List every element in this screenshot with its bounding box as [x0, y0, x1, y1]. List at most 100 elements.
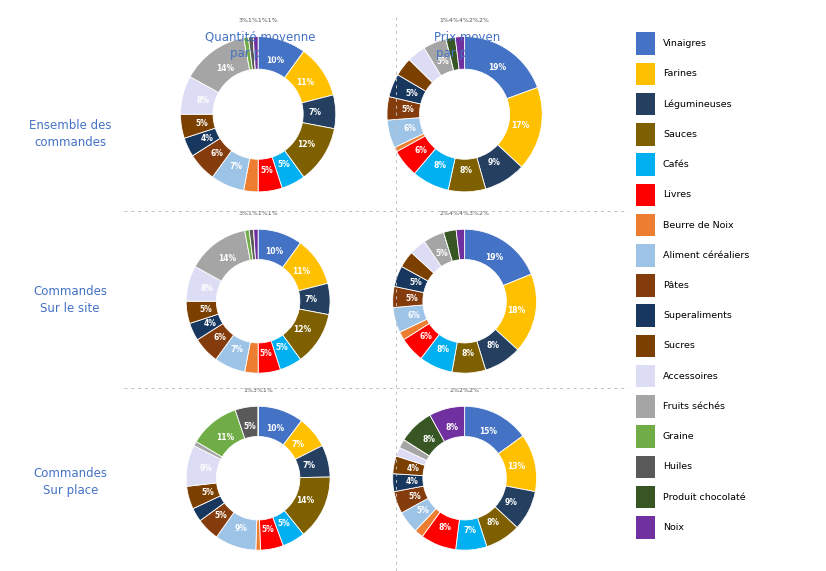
Text: 4%: 4% — [201, 134, 213, 143]
Wedge shape — [396, 448, 427, 465]
Text: Sauces: Sauces — [663, 130, 697, 139]
Text: 3%1%1%1%: 3%1%1%1% — [239, 211, 278, 216]
Text: 14%: 14% — [216, 64, 234, 73]
Wedge shape — [244, 342, 259, 373]
Wedge shape — [190, 38, 249, 93]
Text: 6%: 6% — [213, 333, 226, 341]
Wedge shape — [184, 128, 220, 156]
Text: Pâtes: Pâtes — [663, 281, 689, 290]
Wedge shape — [259, 157, 282, 192]
Wedge shape — [395, 134, 425, 152]
Wedge shape — [256, 520, 260, 550]
Text: 5%: 5% — [409, 492, 421, 501]
Wedge shape — [446, 39, 453, 70]
Wedge shape — [396, 136, 435, 174]
Wedge shape — [216, 335, 250, 372]
Wedge shape — [249, 37, 255, 70]
Text: 6%: 6% — [407, 311, 420, 320]
Wedge shape — [180, 114, 216, 138]
Wedge shape — [424, 39, 453, 76]
Text: 5%: 5% — [401, 106, 415, 114]
FancyBboxPatch shape — [636, 304, 655, 327]
FancyBboxPatch shape — [636, 183, 655, 206]
Wedge shape — [404, 324, 439, 359]
Text: Cafés: Cafés — [663, 160, 690, 169]
Text: Accessoires: Accessoires — [663, 372, 719, 381]
Wedge shape — [455, 37, 465, 70]
Wedge shape — [195, 231, 250, 281]
Wedge shape — [477, 507, 517, 546]
Text: 2%4%4%3%2%: 2%4%4%3%2% — [439, 211, 490, 216]
Wedge shape — [258, 37, 304, 78]
Wedge shape — [216, 512, 257, 550]
Text: 1%3%1%: 1%3%1% — [243, 388, 273, 393]
Text: 7%: 7% — [229, 162, 242, 171]
Wedge shape — [477, 329, 518, 370]
Wedge shape — [404, 440, 430, 456]
Text: Sucres: Sucres — [663, 341, 695, 351]
Text: 5%: 5% — [202, 488, 214, 497]
Text: 7%: 7% — [230, 345, 244, 354]
Text: 10%: 10% — [265, 247, 283, 256]
Text: 8%: 8% — [445, 423, 458, 432]
Text: 14%: 14% — [218, 254, 236, 263]
Wedge shape — [464, 407, 523, 454]
Wedge shape — [285, 123, 335, 177]
FancyBboxPatch shape — [636, 456, 655, 478]
Text: Quantité moyenne
par panier: Quantité moyenne par panier — [205, 31, 316, 61]
Wedge shape — [452, 341, 486, 373]
Text: 4%: 4% — [406, 464, 420, 473]
Text: Livres: Livres — [663, 190, 691, 199]
Wedge shape — [393, 305, 427, 332]
Text: 5%: 5% — [406, 293, 419, 303]
FancyBboxPatch shape — [636, 365, 655, 388]
Text: Graine: Graine — [663, 432, 695, 441]
Text: 9%: 9% — [200, 464, 213, 473]
Text: 9%: 9% — [505, 497, 518, 506]
Wedge shape — [298, 283, 330, 315]
Text: 12%: 12% — [297, 140, 315, 149]
Text: 11%: 11% — [296, 78, 314, 87]
Wedge shape — [444, 230, 460, 262]
Wedge shape — [446, 37, 459, 70]
Wedge shape — [284, 477, 330, 534]
FancyBboxPatch shape — [636, 395, 655, 418]
Wedge shape — [193, 496, 225, 521]
Wedge shape — [477, 145, 521, 189]
Wedge shape — [392, 474, 424, 492]
Wedge shape — [187, 483, 221, 509]
Text: 8%: 8% — [433, 160, 446, 170]
Text: 1%4%4%2%2%: 1%4%4%2%2% — [439, 18, 490, 23]
FancyBboxPatch shape — [636, 425, 655, 448]
Wedge shape — [254, 229, 258, 260]
Wedge shape — [258, 407, 301, 445]
Text: 6%: 6% — [415, 146, 427, 155]
Wedge shape — [283, 421, 322, 459]
Text: 9%: 9% — [235, 524, 248, 533]
Wedge shape — [387, 118, 424, 147]
Wedge shape — [456, 229, 464, 260]
Text: 8%: 8% — [422, 436, 435, 444]
Wedge shape — [259, 341, 280, 373]
Text: Ensemble des
commandes: Ensemble des commandes — [29, 119, 112, 149]
Text: Huiles: Huiles — [663, 463, 692, 472]
Wedge shape — [192, 138, 231, 177]
Wedge shape — [394, 267, 428, 292]
Wedge shape — [259, 517, 283, 550]
Text: 12%: 12% — [293, 325, 311, 334]
Wedge shape — [415, 148, 455, 190]
Wedge shape — [400, 440, 430, 460]
FancyBboxPatch shape — [636, 93, 655, 115]
Wedge shape — [186, 445, 221, 486]
Text: 17%: 17% — [511, 121, 529, 130]
Text: 5%: 5% — [260, 348, 273, 357]
Text: 10%: 10% — [267, 56, 285, 65]
FancyBboxPatch shape — [636, 516, 655, 538]
Wedge shape — [186, 267, 221, 301]
Wedge shape — [180, 77, 219, 114]
Text: 11%: 11% — [216, 433, 234, 442]
Wedge shape — [400, 319, 430, 340]
Text: 7%: 7% — [308, 108, 321, 117]
Wedge shape — [404, 440, 430, 456]
Text: 7%: 7% — [463, 526, 476, 535]
